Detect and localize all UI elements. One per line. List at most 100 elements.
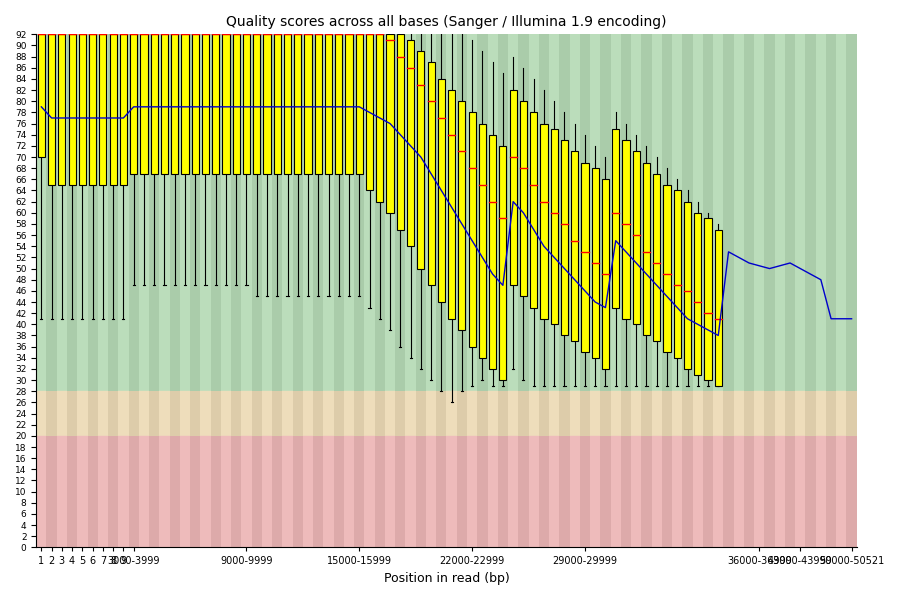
Bar	[150, 34, 158, 174]
Bar	[252, 34, 262, 391]
Bar	[806, 34, 815, 391]
Bar	[67, 391, 77, 436]
Bar	[272, 391, 283, 436]
Bar	[633, 151, 640, 325]
Bar	[653, 174, 661, 341]
Bar	[89, 34, 96, 185]
Bar	[621, 436, 631, 547]
Bar	[334, 391, 344, 436]
Bar	[561, 140, 568, 335]
Bar	[715, 230, 722, 386]
Bar	[621, 34, 631, 391]
Bar	[580, 436, 590, 547]
Bar	[315, 34, 322, 174]
Bar	[642, 436, 652, 547]
Bar	[395, 436, 406, 547]
Bar	[785, 34, 796, 391]
Bar	[662, 391, 672, 436]
Bar	[500, 146, 507, 380]
Bar	[847, 34, 857, 391]
Bar	[559, 391, 570, 436]
Bar	[68, 34, 76, 185]
Bar	[395, 391, 406, 436]
Bar	[211, 34, 220, 391]
Bar	[509, 90, 517, 285]
Bar	[366, 34, 373, 190]
Bar	[129, 436, 139, 547]
Bar	[682, 391, 693, 436]
Bar	[591, 168, 599, 358]
Bar	[724, 34, 733, 391]
Bar	[67, 436, 77, 547]
Bar	[325, 34, 332, 174]
Bar	[36, 391, 857, 436]
Bar	[674, 190, 680, 358]
Bar	[47, 34, 57, 391]
Bar	[108, 391, 118, 436]
Bar	[518, 391, 528, 436]
Bar	[621, 391, 631, 436]
Bar	[108, 34, 118, 391]
Bar	[642, 391, 652, 436]
Bar	[231, 436, 241, 547]
Bar	[38, 34, 45, 157]
Bar	[572, 151, 579, 341]
Bar	[600, 391, 610, 436]
Bar	[149, 391, 159, 436]
Bar	[469, 112, 476, 347]
Bar	[724, 391, 733, 436]
Bar	[313, 436, 323, 547]
Bar	[643, 163, 650, 335]
Bar	[623, 140, 630, 319]
Bar	[703, 34, 713, 391]
Bar	[87, 34, 98, 391]
Bar	[386, 34, 393, 213]
Bar	[785, 436, 796, 547]
Bar	[169, 436, 180, 547]
Bar	[744, 391, 754, 436]
Bar	[130, 34, 137, 174]
Bar	[120, 34, 127, 185]
Bar	[149, 436, 159, 547]
Bar	[694, 213, 701, 374]
Bar	[456, 34, 467, 391]
Bar	[600, 34, 610, 391]
Bar	[202, 34, 209, 174]
Bar	[580, 391, 590, 436]
Bar	[87, 391, 98, 436]
Title: Quality scores across all bases (Sanger / Illumina 1.9 encoding): Quality scores across all bases (Sanger …	[226, 15, 667, 29]
Bar	[436, 391, 446, 436]
Bar	[705, 218, 712, 380]
Bar	[169, 34, 180, 391]
Bar	[58, 34, 66, 185]
Bar	[530, 112, 537, 308]
Bar	[374, 391, 385, 436]
Bar	[169, 391, 180, 436]
Bar	[129, 391, 139, 436]
Bar	[335, 34, 342, 174]
Bar	[356, 34, 363, 174]
Bar	[140, 34, 148, 174]
Bar	[662, 436, 672, 547]
Bar	[182, 34, 188, 174]
Bar	[274, 34, 281, 174]
Bar	[498, 391, 508, 436]
Bar	[355, 436, 365, 547]
Bar	[334, 436, 344, 547]
Bar	[47, 391, 57, 436]
Bar	[171, 34, 178, 174]
Bar	[642, 34, 652, 391]
Bar	[252, 436, 262, 547]
Bar	[110, 34, 117, 185]
Bar	[48, 34, 55, 185]
Bar	[211, 436, 220, 547]
Bar	[395, 34, 406, 391]
Bar	[456, 436, 467, 547]
Bar	[149, 34, 159, 391]
Bar	[559, 34, 570, 391]
Bar	[684, 202, 691, 369]
Bar	[477, 391, 488, 436]
Bar	[448, 90, 455, 319]
Bar	[806, 391, 815, 436]
Bar	[479, 124, 486, 358]
